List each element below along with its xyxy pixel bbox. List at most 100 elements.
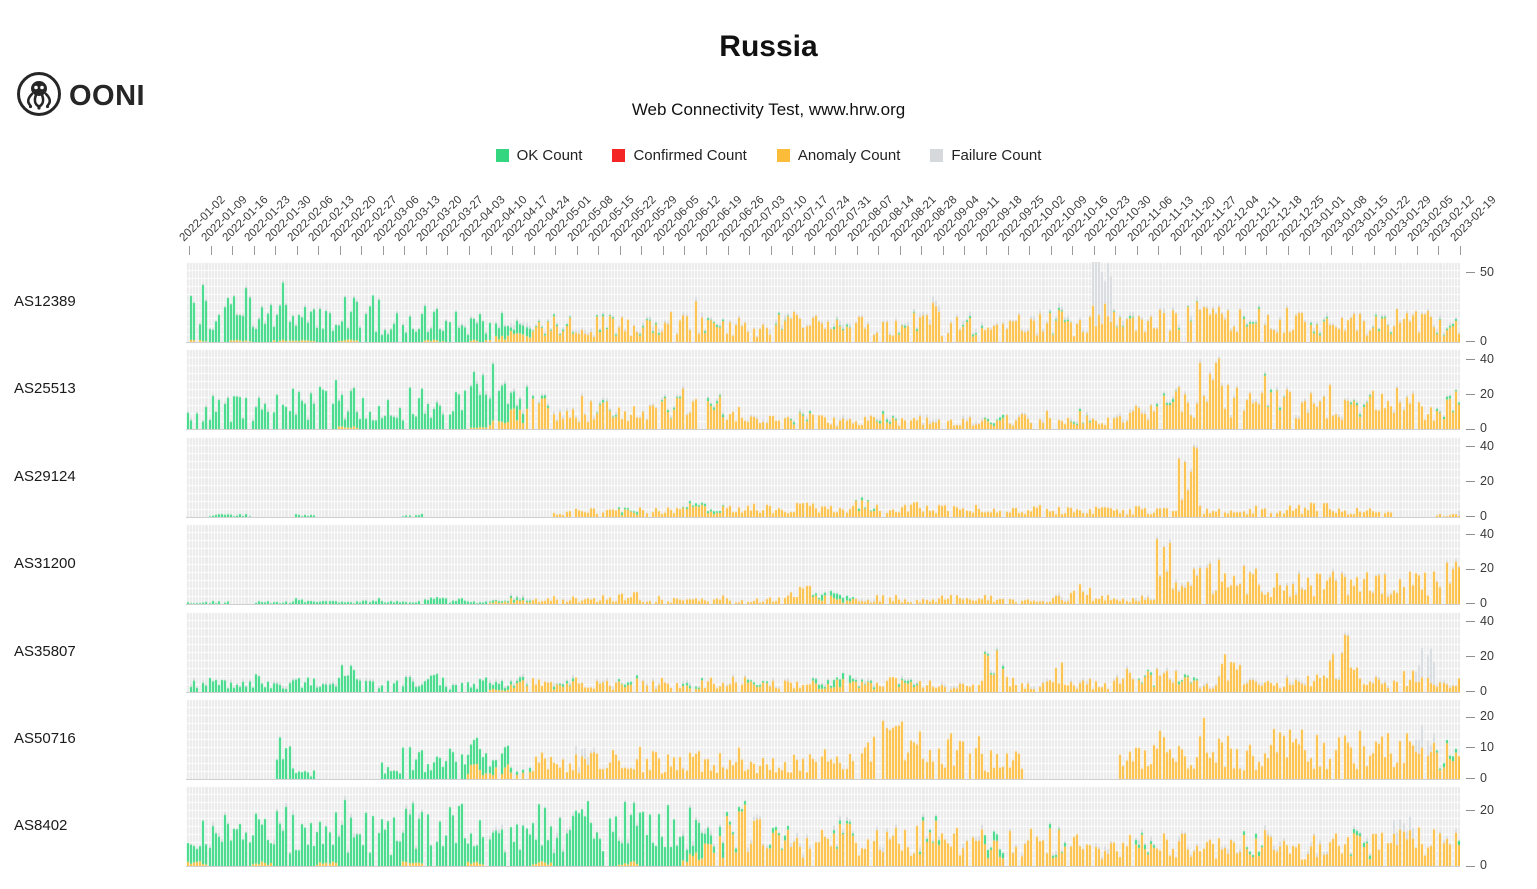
legend-item-failure[interactable]: Failure Count bbox=[930, 147, 1041, 164]
x-tick-mark bbox=[1438, 246, 1440, 255]
x-tick-mark bbox=[555, 246, 557, 255]
asn-row-AS12389: AS12389 0 50 bbox=[0, 262, 1537, 348]
x-tick-mark bbox=[921, 246, 923, 255]
x-tick-mark bbox=[1416, 246, 1418, 255]
y-tick-label: 20 bbox=[1466, 474, 1494, 488]
y-tick-mark bbox=[1466, 359, 1475, 361]
x-tick-mark bbox=[727, 246, 729, 255]
y-tick-mark bbox=[1466, 272, 1475, 274]
x-tick-mark bbox=[878, 246, 880, 255]
y-tick-mark bbox=[1466, 621, 1475, 623]
x-tick-mark bbox=[1266, 246, 1268, 255]
x-tick-mark bbox=[296, 246, 298, 255]
asn-label: AS31200 bbox=[14, 555, 76, 573]
x-tick-mark bbox=[1029, 246, 1031, 255]
y-tick-label: 0 bbox=[1466, 858, 1487, 872]
legend-label: Failure Count bbox=[951, 147, 1042, 164]
x-tick-mark bbox=[1244, 246, 1246, 255]
y-tick-label: 0 bbox=[1466, 334, 1487, 348]
anomaly-swatch-icon bbox=[776, 149, 790, 162]
x-tick-mark bbox=[1179, 246, 1181, 255]
x-tick-mark bbox=[318, 246, 320, 255]
plot-AS50716[interactable] bbox=[186, 699, 1460, 779]
x-tick-mark bbox=[189, 246, 190, 255]
x-tick-mark bbox=[856, 246, 858, 255]
plot-AS25513[interactable] bbox=[186, 349, 1460, 430]
x-tick-mark bbox=[813, 246, 815, 255]
y-tick-label: 0 bbox=[1466, 684, 1487, 698]
x-tick-mark bbox=[964, 246, 966, 255]
y-tick-label: 0 bbox=[1466, 596, 1487, 610]
asn-label: AS8402 bbox=[14, 817, 68, 835]
x-tick-mark bbox=[1050, 246, 1052, 255]
x-tick-mark bbox=[1201, 246, 1203, 255]
x-tick-mark bbox=[1459, 246, 1461, 255]
y-tick-label: 20 bbox=[1466, 561, 1494, 575]
y-tick-label: 0 bbox=[1466, 509, 1487, 523]
plot-AS29124[interactable] bbox=[186, 436, 1460, 517]
y-tick-mark bbox=[1466, 778, 1475, 780]
x-tick-mark bbox=[835, 246, 837, 255]
y-tick-mark bbox=[1466, 568, 1475, 570]
y-tick-mark bbox=[1466, 481, 1475, 483]
y-tick-mark bbox=[1466, 341, 1475, 343]
ooni-octopus-icon bbox=[16, 71, 62, 122]
y-tick-mark bbox=[1466, 516, 1475, 517]
x-tick-mark bbox=[339, 246, 341, 255]
x-tick-mark bbox=[382, 246, 384, 255]
x-tick-mark bbox=[469, 246, 471, 255]
asn-row-AS25513: AS25513 0 20 40 bbox=[0, 349, 1537, 435]
ooni-logo-wordmark: OONI bbox=[69, 80, 146, 112]
x-tick-mark bbox=[1309, 246, 1311, 255]
x-tick-mark bbox=[576, 246, 578, 255]
y-tick-label: 0 bbox=[1466, 421, 1487, 435]
y-tick-label: 10 bbox=[1466, 740, 1494, 754]
asn-label: AS50716 bbox=[14, 730, 76, 747]
x-tick-mark bbox=[1395, 246, 1397, 255]
asn-row-AS35807: AS35807 0 20 40 bbox=[0, 611, 1537, 698]
x-tick-mark bbox=[253, 246, 255, 255]
x-tick-mark bbox=[1222, 246, 1224, 255]
legend-label: OK Count bbox=[516, 147, 583, 164]
y-tick-mark bbox=[1466, 603, 1475, 605]
legend-item-ok[interactable]: OK Count bbox=[495, 147, 583, 164]
x-tick-mark bbox=[425, 246, 427, 255]
x-tick-mark bbox=[684, 246, 686, 255]
page-title: Russia bbox=[719, 30, 818, 63]
x-tick-mark bbox=[1136, 246, 1138, 255]
x-axis-ticks bbox=[0, 246, 1537, 258]
plot-AS31200[interactable] bbox=[186, 524, 1460, 605]
asn-row-AS8402: AS8402 0 20 bbox=[0, 786, 1537, 872]
x-tick-mark bbox=[705, 246, 707, 255]
x-tick-mark bbox=[490, 246, 492, 255]
y-tick-label: 40 bbox=[1466, 439, 1494, 453]
legend-item-anomaly[interactable]: Anomaly Count bbox=[776, 147, 901, 164]
y-tick-mark bbox=[1466, 446, 1475, 448]
x-tick-mark bbox=[1352, 246, 1354, 255]
legend-label: Anomaly Count bbox=[797, 147, 901, 164]
x-tick-mark bbox=[210, 246, 212, 255]
x-tick-mark bbox=[986, 246, 988, 255]
y-tick-mark bbox=[1466, 656, 1475, 657]
asn-label: AS29124 bbox=[14, 467, 76, 485]
x-tick-mark bbox=[1093, 246, 1095, 255]
legend-label: Confirmed Count bbox=[633, 147, 747, 164]
confirmed-swatch-icon bbox=[612, 149, 626, 162]
plot-AS35807[interactable] bbox=[186, 611, 1460, 692]
asn-row-AS31200: AS31200 0 20 40 bbox=[0, 524, 1537, 610]
legend: OK Count Confirmed Count Anomaly Count Fail… bbox=[0, 147, 1537, 164]
legend-item-confirmed[interactable]: Confirmed Count bbox=[612, 147, 747, 164]
x-tick-mark bbox=[770, 246, 772, 255]
y-tick-label: 20 bbox=[1466, 649, 1494, 663]
y-tick-label: 20 bbox=[1466, 709, 1494, 723]
x-tick-mark bbox=[404, 246, 406, 255]
plot-AS12389[interactable] bbox=[186, 262, 1460, 342]
y-tick-mark bbox=[1466, 393, 1475, 395]
x-tick-mark bbox=[1072, 246, 1074, 255]
x-tick-mark bbox=[641, 246, 643, 255]
plot-AS8402[interactable] bbox=[186, 786, 1460, 867]
failure-swatch-icon bbox=[930, 149, 944, 162]
x-tick-mark bbox=[512, 246, 514, 255]
y-tick-mark bbox=[1466, 810, 1475, 812]
x-tick-mark bbox=[1115, 246, 1117, 255]
